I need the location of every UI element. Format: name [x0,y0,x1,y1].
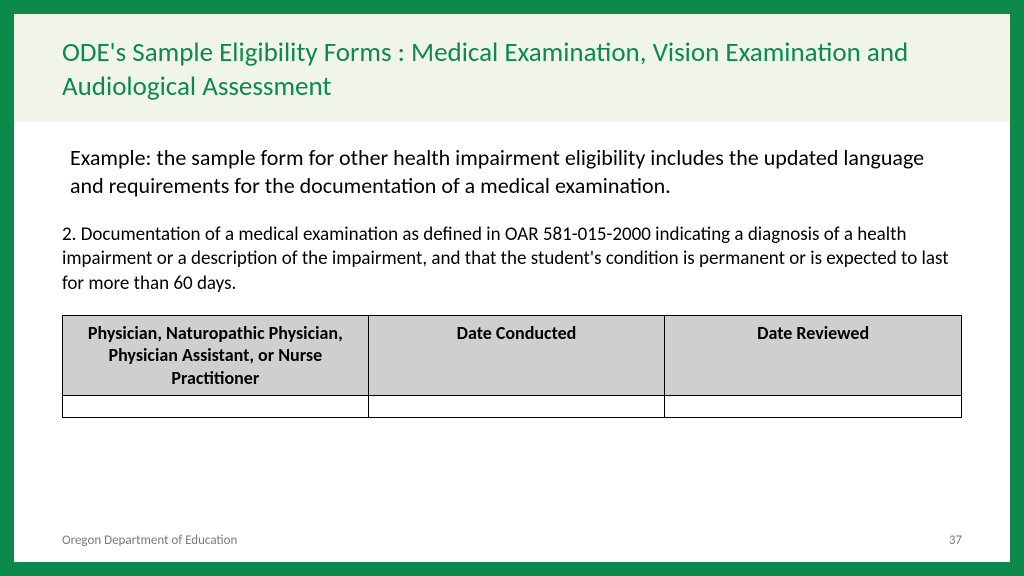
table-header-cell: Date Conducted [368,315,665,396]
table-row [63,396,962,418]
table-header-row: Physician, Naturopathic Physician, Physi… [63,315,962,396]
slide-content: ODE's Sample Eligibility Forms : Medical… [14,14,1010,562]
slide-outer-border: ODE's Sample Eligibility Forms : Medical… [0,0,1024,576]
table-cell [63,396,369,418]
eligibility-form-table: Physician, Naturopathic Physician, Physi… [62,315,962,419]
documentation-paragraph: 2. Documentation of a medical examinatio… [62,223,962,297]
slide-body: Example: the sample form for other healt… [14,122,1010,563]
title-band: ODE's Sample Eligibility Forms : Medical… [14,14,1010,122]
slide-title: ODE's Sample Eligibility Forms : Medical… [62,36,962,104]
table-cell [368,396,665,418]
table-header-cell: Date Reviewed [665,315,962,396]
footer-page-number: 37 [949,533,962,548]
table-header-cell: Physician, Naturopathic Physician, Physi… [63,315,369,396]
table-cell [665,396,962,418]
example-paragraph: Example: the sample form for other healt… [62,144,962,201]
slide-footer: Oregon Department of Education 37 [62,533,962,548]
footer-left: Oregon Department of Education [62,533,237,548]
